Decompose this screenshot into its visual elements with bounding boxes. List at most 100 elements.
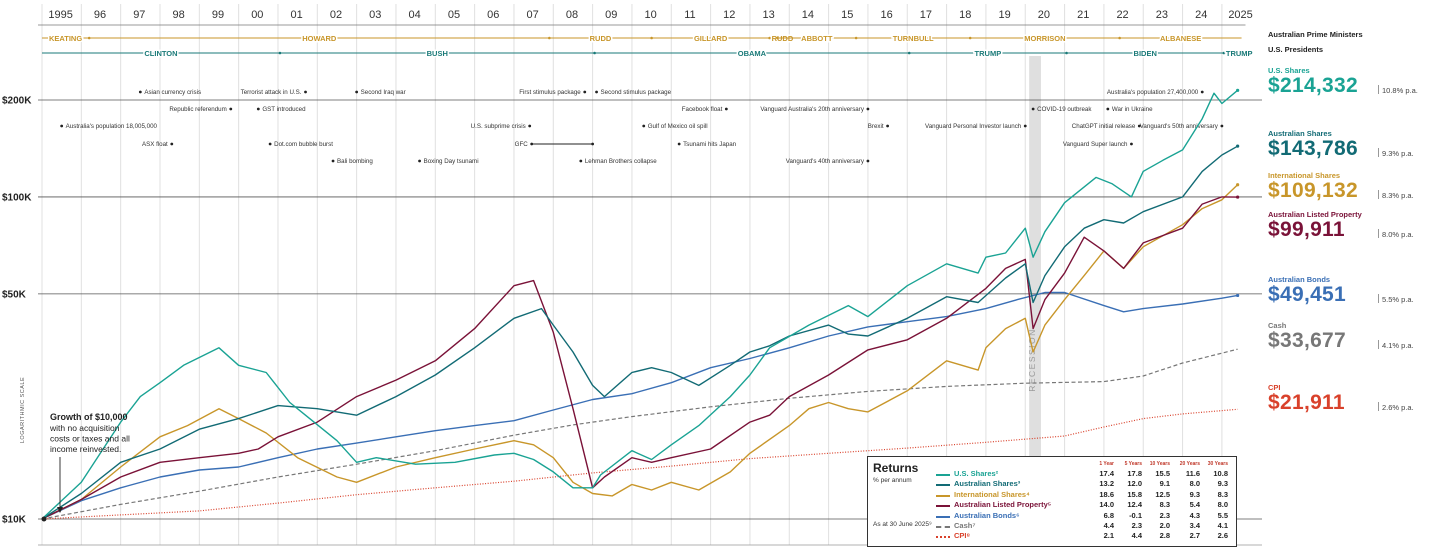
president-label: CLINTON: [144, 49, 177, 58]
event-label: Tsunami hits Japan: [683, 141, 737, 148]
returns-value: 6.8: [1103, 510, 1114, 520]
event-label: War in Ukraine: [1112, 106, 1153, 113]
legend-series-name: Cash: [1268, 321, 1287, 330]
prime-minister-label: MORRISON: [1024, 34, 1065, 43]
legend-series-value: $143,786: [1268, 137, 1358, 160]
returns-value: 8.0: [1217, 500, 1228, 510]
event-marker: [528, 124, 532, 128]
series-line-australian-bonds: [41, 291, 1238, 520]
president-marker: [593, 51, 596, 55]
year-label: 16: [880, 9, 892, 21]
prime-minister-marker: [1118, 36, 1121, 40]
prime-minister-marker: [968, 36, 972, 40]
returns-swatch: [936, 515, 950, 518]
year-label: 98: [173, 9, 185, 21]
event-marker: [724, 107, 728, 111]
event-label: Second stimulus package: [601, 89, 672, 96]
gfc-end-marker: [591, 142, 595, 146]
event-marker: [170, 142, 174, 146]
event-marker: [1106, 107, 1110, 111]
gfc-start-marker: [530, 142, 534, 146]
series-line-international-shares: [41, 184, 1239, 520]
returns-value: 4.4: [1103, 521, 1114, 530]
year-label: 14: [802, 9, 814, 21]
gfc-label: GFC: [515, 141, 529, 148]
legend-series-value: $49,451: [1268, 283, 1347, 306]
series-line-australian-listed-property: [41, 196, 1238, 520]
year-label: 20: [1038, 9, 1050, 21]
legend-series-value: $99,911: [1268, 218, 1345, 241]
event-label: ASX float: [142, 141, 168, 148]
legend-series-rate: 2.6% p.a.: [1382, 403, 1414, 412]
event-marker: [583, 90, 587, 94]
returns-swatch: [936, 536, 950, 539]
returns-value: 2.7: [1189, 531, 1200, 541]
legend-series-value: $109,132: [1268, 179, 1358, 202]
year-label: 13: [762, 9, 774, 21]
prime-minister-label: GILLARD: [694, 34, 728, 43]
prime-minister-marker: [87, 36, 91, 40]
legend-series-rate: 8.0% p.a.: [1382, 230, 1414, 239]
returns-value: 2.3: [1131, 521, 1142, 530]
returns-value: 4.3: [1189, 510, 1200, 520]
year-label: 97: [133, 9, 145, 21]
returns-value: 4.1: [1217, 521, 1228, 530]
returns-value: 12.4: [1127, 500, 1142, 510]
event-label: GST introduced: [262, 106, 306, 113]
returns-value: 12.0: [1127, 479, 1142, 489]
prime-minister-label: RUDD: [590, 34, 612, 43]
legend-series-value: $33,677: [1268, 329, 1347, 352]
year-label: 01: [291, 9, 303, 21]
event-marker: [677, 142, 681, 146]
returns-swatch: [936, 526, 950, 528]
series-line-cpi: [41, 408, 1238, 520]
year-label: 11: [684, 9, 695, 21]
event-marker: [138, 90, 142, 94]
year-label: 09: [605, 9, 617, 21]
president-label: OBAMA: [738, 49, 767, 58]
returns-value: 9.3: [1217, 479, 1228, 489]
event-marker: [595, 90, 598, 94]
legend-series-name: Australian Shares: [1268, 129, 1332, 138]
event-label: First stimulus package: [519, 89, 581, 96]
year-label: 12: [723, 9, 735, 21]
prime-minister-marker: [768, 36, 771, 40]
prime-minister-label: ABBOTT: [801, 34, 833, 43]
year-label: 17: [920, 9, 932, 21]
y-tick-label: $50K: [2, 289, 27, 300]
year-label: 05: [448, 9, 460, 21]
president-label: BIDEN: [1134, 49, 1157, 58]
event-marker: [1220, 124, 1224, 128]
legend-divider: [1378, 85, 1379, 94]
returns-value: 5.5: [1217, 510, 1228, 520]
year-label: 00: [251, 9, 263, 21]
series-line-cash: [41, 348, 1238, 520]
event-label: Boxing Day tsunami: [424, 158, 479, 165]
returns-subtitle: % per annum: [873, 477, 912, 484]
returns-swatch: [936, 505, 950, 508]
year-label: 21: [1077, 9, 1089, 21]
prime-minister-label: KEATING: [49, 34, 82, 43]
recession-label: RECESSION: [1027, 328, 1037, 392]
year-label: 23: [1156, 9, 1168, 21]
year-label: 19: [998, 9, 1010, 21]
event-marker: [268, 142, 272, 146]
axis-label: LOGARITHMIC SCALE: [20, 377, 26, 443]
growth-chart: RECESSION 1995 96 97 98 99 00 01 02 03 04 05 06 07 08 0…: [2, 4, 1262, 546]
event-label: Australia's population 27,400,000: [1107, 89, 1199, 96]
start-marker: [41, 516, 47, 522]
series-line-u-s-shares: [41, 89, 1239, 520]
prime-minister-label: HOWARD: [302, 34, 337, 43]
pm-header: Australian Prime Ministers: [1268, 30, 1363, 39]
returns-value: 8.3: [1217, 489, 1228, 499]
president-marker: [278, 51, 282, 55]
year-label: 99: [212, 9, 224, 21]
event-marker: [256, 107, 260, 111]
event-label: Vanguard's 40th anniversary: [786, 158, 865, 165]
returns-value: 17.8: [1127, 469, 1142, 478]
returns-value: 13.2: [1099, 479, 1114, 489]
y-tick-label: $100K: [2, 192, 32, 203]
legend-panel: Australian Prime Ministers U.S. Presiden…: [1262, 0, 1434, 548]
event-marker: [1130, 142, 1133, 146]
series-end-marker: [1236, 88, 1240, 92]
